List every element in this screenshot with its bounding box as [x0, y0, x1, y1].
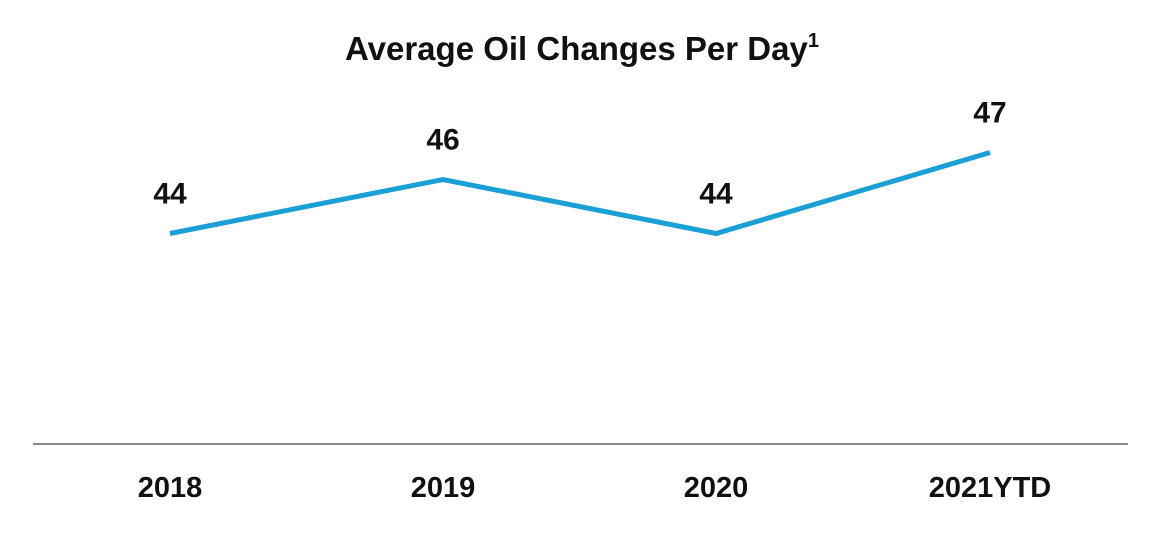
x-axis-tick-labels: 2018 2019 2020 2021YTD — [138, 472, 1052, 504]
x-tick-label-2020: 2020 — [684, 472, 749, 504]
chart-title-superscript: 1 — [808, 30, 819, 52]
x-tick-label-2021ytd: 2021YTD — [929, 472, 1052, 504]
x-tick-label-2019: 2019 — [411, 472, 476, 504]
series-line — [169, 150, 991, 237]
x-tick-label-2018: 2018 — [138, 472, 203, 504]
data-label-2021ytd: 47 — [973, 97, 1006, 130]
data-label-2019: 46 — [426, 124, 459, 157]
data-labels: 44 46 44 47 — [153, 97, 1006, 211]
chart-title-text: Average Oil Changes Per Day — [345, 30, 808, 67]
data-label-2020: 44 — [699, 178, 733, 211]
data-label-2018: 44 — [153, 178, 187, 211]
chart-title: Average Oil Changes Per Day1 — [345, 30, 819, 67]
